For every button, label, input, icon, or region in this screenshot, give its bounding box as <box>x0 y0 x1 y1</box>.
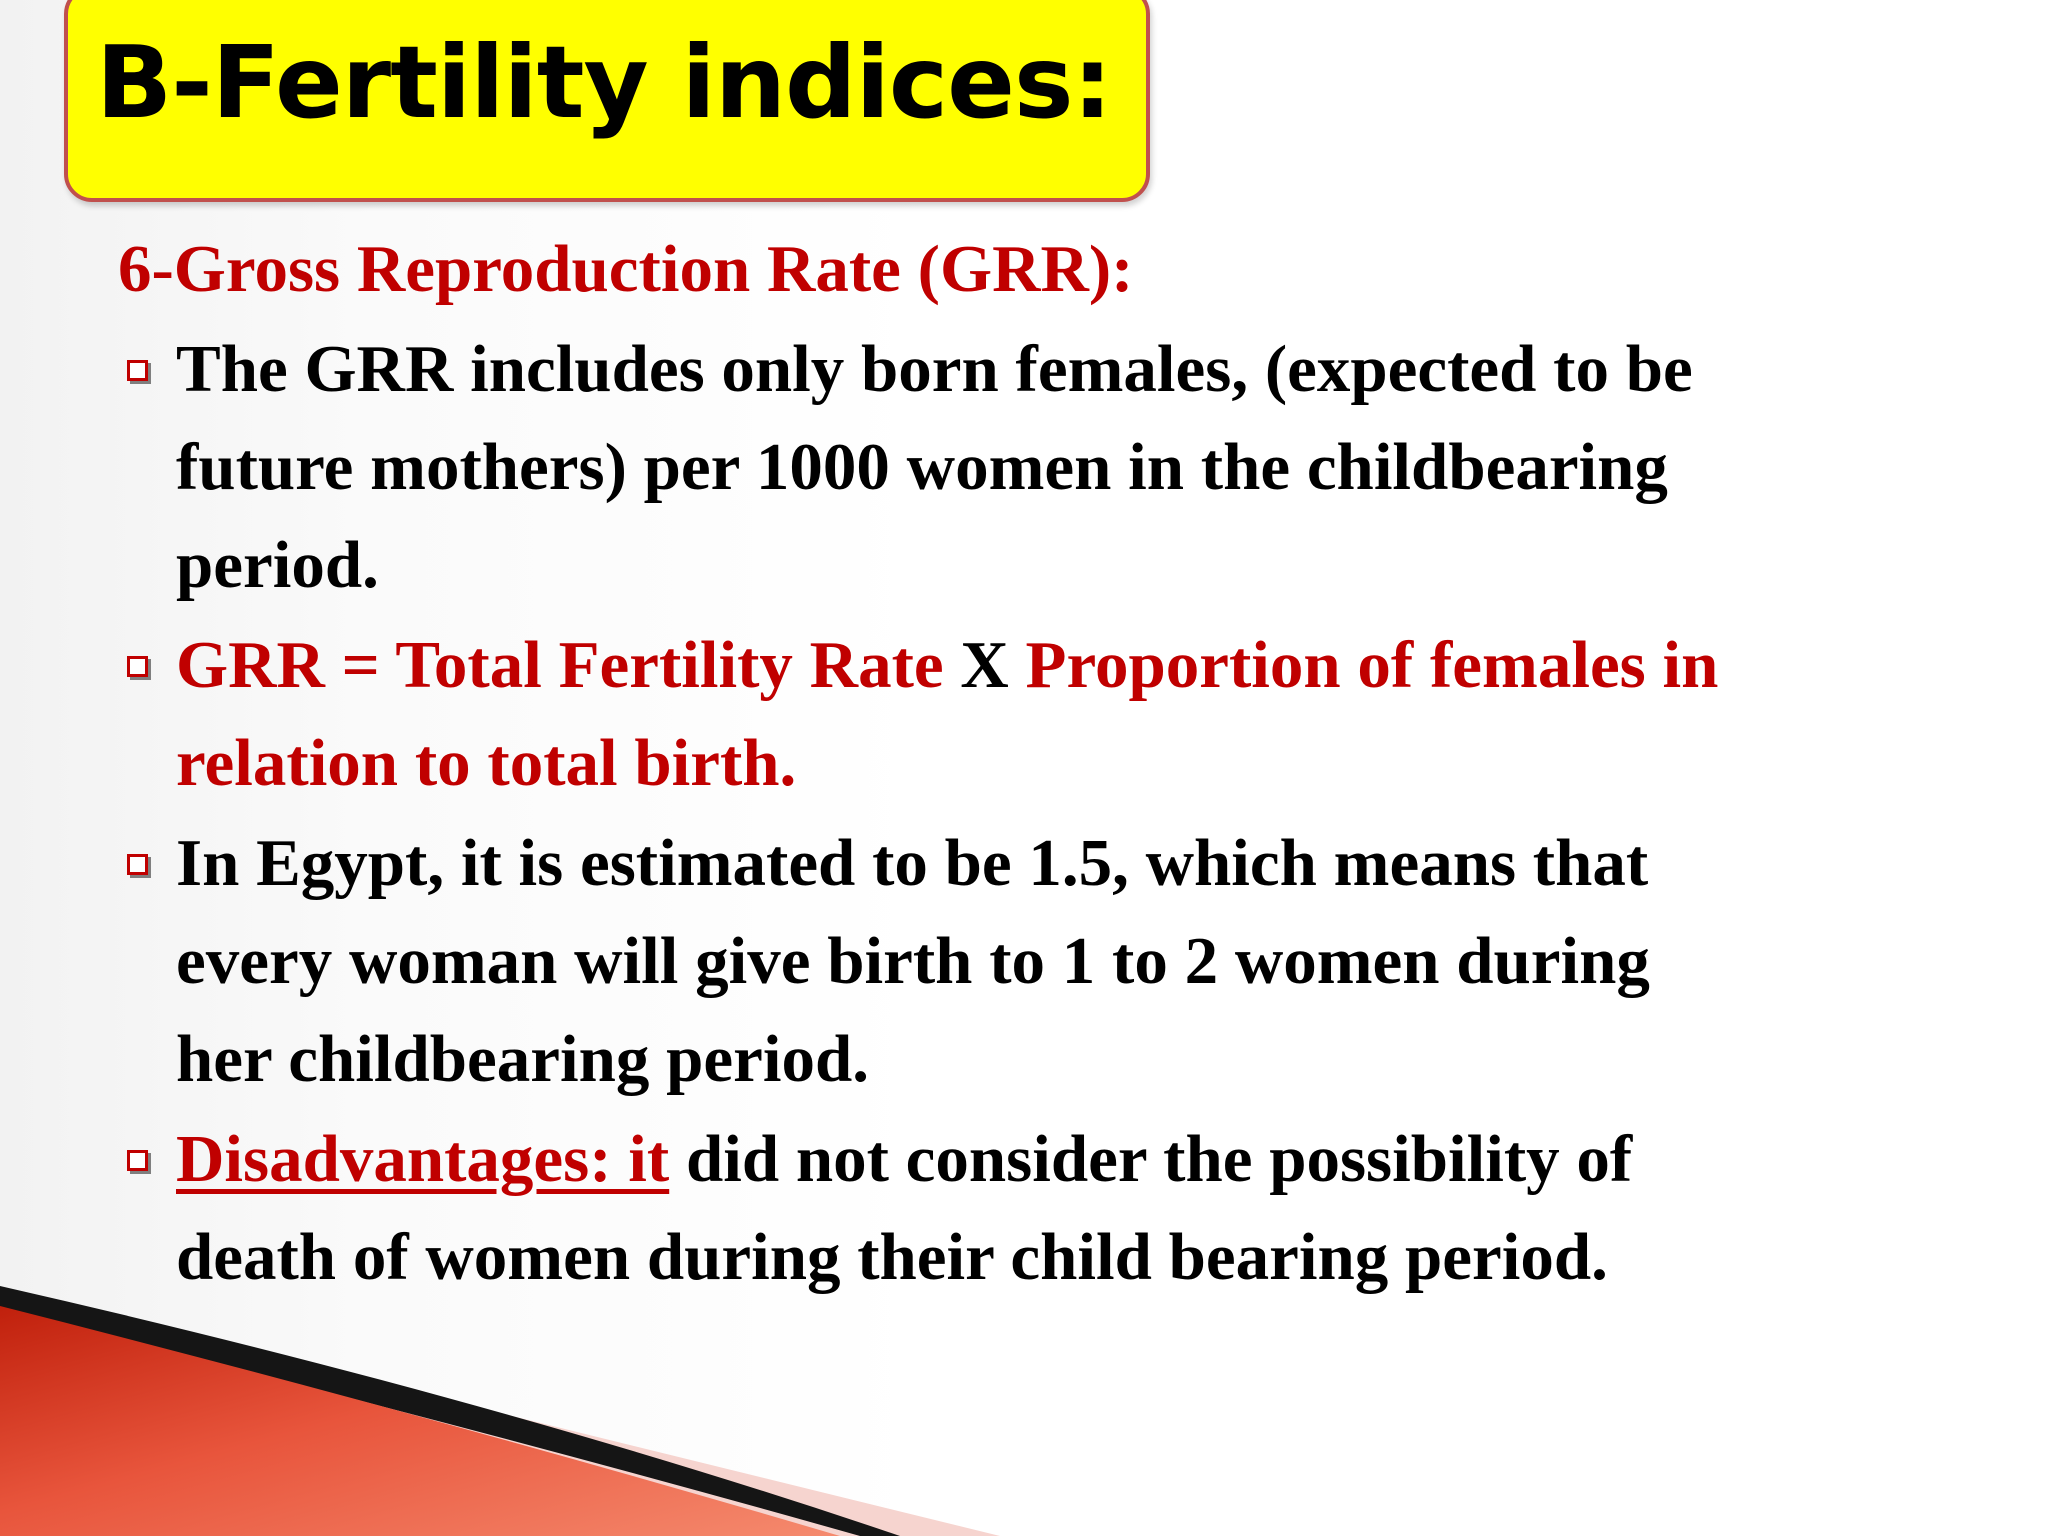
slide-title: B-Fertility indices: <box>96 24 1112 141</box>
decorative-swoosh <box>0 1286 1000 1536</box>
bullet-text-line: In Egypt, it is estimated to be 1.5, whi… <box>176 826 1649 900</box>
bullet-item-grr-definition: The GRR includes only born females, (exp… <box>118 320 2018 614</box>
disadvantages-line: Disadvantages: it did not consider the p… <box>176 1110 2018 1208</box>
bullet-item-grr-formula: GRR = Total Fertility Rate X Proportion … <box>118 616 2018 812</box>
square-bullet-icon <box>127 360 148 381</box>
formula-line-continued: relation to total birth. <box>176 726 797 800</box>
formula-term-tfr: GRR = Total Fertility Rate <box>176 628 944 702</box>
bullet-item-egypt-estimate: In Egypt, it is estimated to be 1.5, whi… <box>118 814 2018 1108</box>
disadvantages-text: did not consider the possibility of <box>669 1122 1633 1196</box>
slide-content: 6-Gross Reproduction Rate (GRR): The GRR… <box>118 220 2018 1308</box>
disadvantages-label: Disadvantages: it <box>176 1122 670 1196</box>
bullet-text-line: The GRR includes only born females, (exp… <box>176 332 1693 406</box>
bullet-item-disadvantages: Disadvantages: it did not consider the p… <box>118 1110 2018 1306</box>
formula-line: GRR = Total Fertility Rate X Proportion … <box>176 616 2018 714</box>
section-heading: 6-Gross Reproduction Rate (GRR): <box>118 232 1134 306</box>
square-bullet-icon <box>127 854 148 875</box>
bullet-text-line: every woman will give birth to 1 to 2 wo… <box>176 924 1650 998</box>
formula-term-proportion: Proportion of females in <box>1025 628 1719 702</box>
disadvantages-line-continued: death of women during their child bearin… <box>176 1220 1608 1294</box>
bullet-text-line: her childbearing period. <box>176 1022 869 1096</box>
square-bullet-icon <box>127 656 148 677</box>
bullet-text-line: future mothers) per 1000 women in the ch… <box>176 430 1668 504</box>
title-box <box>64 0 1150 202</box>
square-bullet-icon <box>127 1150 148 1171</box>
formula-multiply: X <box>943 628 1026 702</box>
bullet-text-line: period. <box>176 528 379 602</box>
